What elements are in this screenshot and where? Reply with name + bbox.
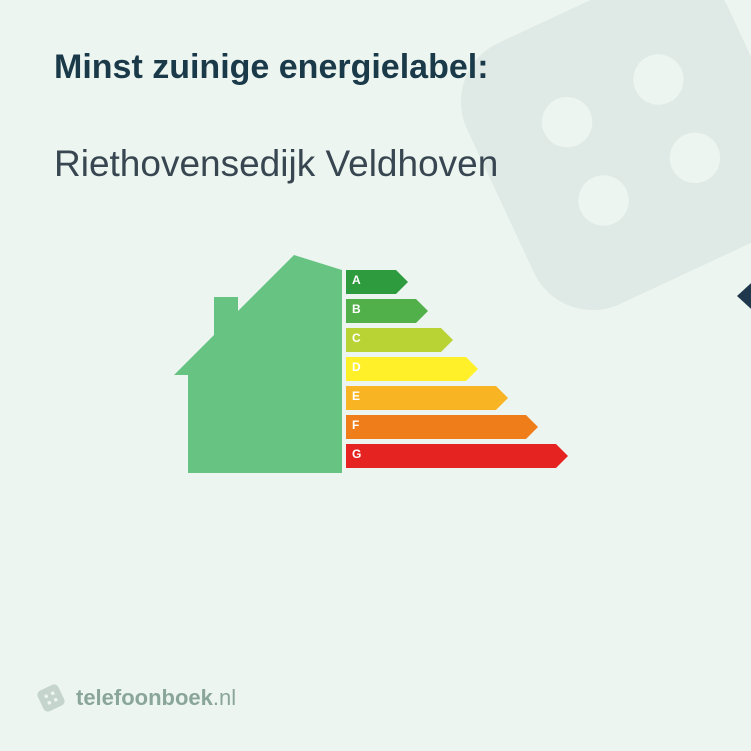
- energy-bar-letter: E: [352, 389, 360, 403]
- footer-brand-bold: telefoonboek: [76, 685, 213, 710]
- page-subtitle: Riethovensedijk Veldhoven: [54, 143, 697, 185]
- energy-bar-letter: B: [352, 302, 361, 316]
- footer-logo-icon: [36, 683, 66, 713]
- footer: telefoonboek.nl: [36, 683, 236, 713]
- content-area: Minst zuinige energielabel: Riethovensed…: [0, 0, 751, 515]
- energy-chart: A B C D E F G F: [174, 255, 751, 515]
- energy-bar-letter: F: [352, 418, 359, 432]
- page-title: Minst zuinige energielabel:: [54, 48, 697, 87]
- energy-bar-letter: D: [352, 360, 361, 374]
- footer-brand-light: .nl: [213, 685, 236, 710]
- house-icon: [174, 255, 342, 475]
- energy-bar-letter: A: [352, 273, 361, 287]
- energy-rating-callout: F: [737, 263, 751, 329]
- footer-brand: telefoonboek.nl: [76, 685, 236, 711]
- energy-bar-letter: C: [352, 331, 361, 345]
- energy-bar-letter: G: [352, 447, 361, 461]
